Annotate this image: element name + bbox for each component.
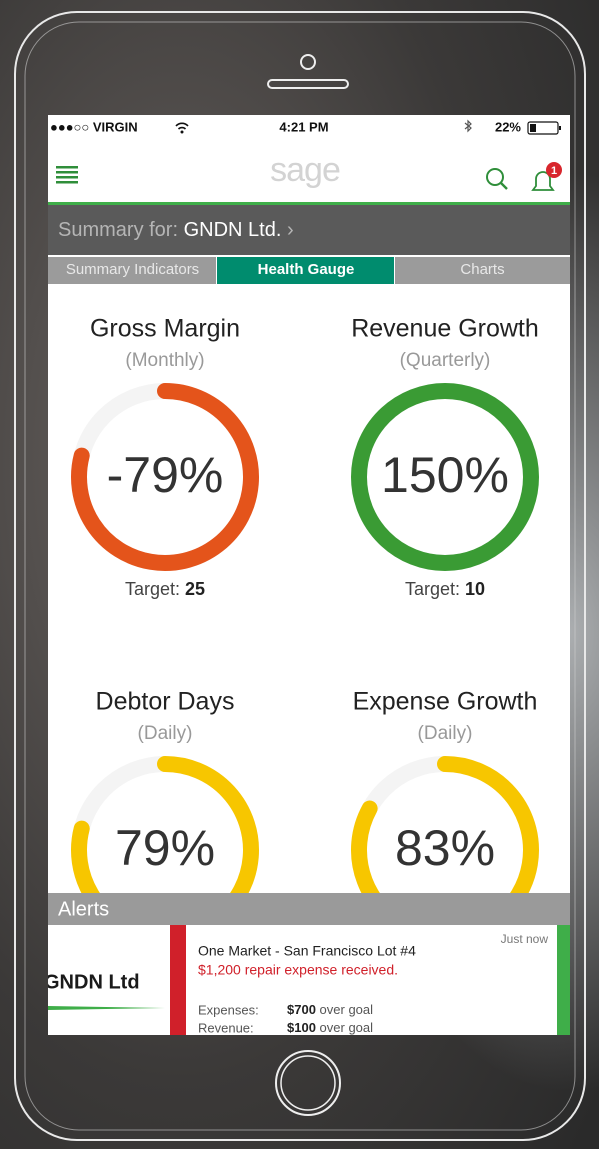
home-button-inner (280, 1055, 336, 1111)
tab-label: Summary Indicators (66, 261, 199, 278)
gauge-target-value: 25 (185, 579, 205, 599)
bluetooth-icon (464, 119, 472, 133)
search-button[interactable] (486, 168, 508, 190)
logo: sage (270, 151, 340, 189)
gauge-period: (Quarterly) (400, 350, 491, 371)
alert-severity-bar (170, 925, 186, 1035)
alerts-title: Alerts (58, 898, 109, 920)
notifications-button[interactable] (531, 162, 562, 191)
gauge-arc (71, 383, 259, 571)
summary-text: Summary for: GNDN Ltd. › (58, 219, 294, 241)
gauge-period: (Daily) (138, 723, 193, 744)
alert-logo-swoosh (48, 1006, 165, 1010)
tab[interactable] (48, 257, 216, 284)
company-name: GNDN Ltd. (184, 219, 282, 241)
gauge-title: Gross Margin (90, 315, 240, 343)
camera (300, 54, 316, 70)
alert-line-amount: $700 (287, 1002, 316, 1017)
gauge-value: 150% (381, 447, 509, 503)
tab[interactable] (395, 257, 570, 284)
alert-line-amount: $100 (287, 1020, 316, 1035)
battery-percent: 22% (495, 119, 521, 134)
phone-outline (14, 11, 586, 1141)
alert-line-label: Expenses: (198, 1002, 259, 1017)
gauge-title: Debtor Days (96, 688, 235, 716)
alert-company: GNDN Ltd (44, 971, 140, 993)
gauge-period: (Monthly) (125, 350, 204, 371)
gauge-target: Target: 10 (405, 579, 485, 599)
alert-status-bar (557, 925, 570, 1035)
alert-line-note: over goal (320, 1002, 374, 1017)
gauge-value: 79% (115, 820, 215, 876)
phone-inner-outline (24, 21, 576, 1131)
carrier: ●●●○○ VIRGIN (50, 119, 138, 134)
alert-message: $1,200 repair expense received. (198, 962, 398, 978)
alert-card[interactable]: GNDN Ltd One Market - San Francisco Lot … (44, 925, 570, 1035)
tab-label: Health Gauge (258, 261, 355, 278)
gauge-target-label: Target: (405, 579, 460, 599)
alert-background (48, 925, 570, 1035)
gauge-target-value: 10 (465, 579, 485, 599)
menu-button[interactable] (56, 166, 78, 184)
tab[interactable] (217, 257, 394, 284)
gauge-arc (71, 756, 259, 893)
tab-label: Charts (460, 261, 504, 278)
battery-icon (527, 121, 559, 135)
alert-line-value: $100 over goal (287, 1020, 373, 1035)
gauge-value: -79% (107, 447, 224, 503)
header-divider (48, 202, 570, 205)
alert-line-note: over goal (320, 1020, 374, 1035)
gauge-value: 83% (395, 820, 495, 876)
clock: 4:21 PM (279, 119, 328, 134)
speaker (267, 79, 349, 89)
wifi-icon (175, 122, 189, 130)
gauge-arc (351, 756, 539, 893)
notification-badge: 1 (551, 165, 557, 177)
alert-time: Just now (501, 932, 549, 946)
wifi-dot (180, 130, 184, 134)
chevron: › (287, 219, 294, 241)
gauge-period: (Daily) (418, 723, 473, 744)
alert-line-value: $700 over goal (287, 1002, 373, 1017)
alerts-bar (48, 893, 570, 925)
gauge-title: Revenue Growth (351, 315, 539, 343)
gauge-target: Target: 25 (125, 579, 205, 599)
battery-tip (559, 126, 561, 130)
alert-line-label: Revenue: (198, 1020, 254, 1035)
summary-label: Summary for: (58, 219, 178, 241)
summary-bar[interactable] (48, 205, 570, 255)
gauge-title: Expense Growth (353, 688, 538, 716)
gauge-target-label: Target: (125, 579, 180, 599)
tab-gap (48, 255, 570, 257)
alert-headline: One Market - San Francisco Lot #4 (198, 943, 416, 959)
home-button[interactable] (275, 1050, 341, 1116)
gauge-arc (351, 383, 539, 571)
battery-level (530, 124, 536, 132)
